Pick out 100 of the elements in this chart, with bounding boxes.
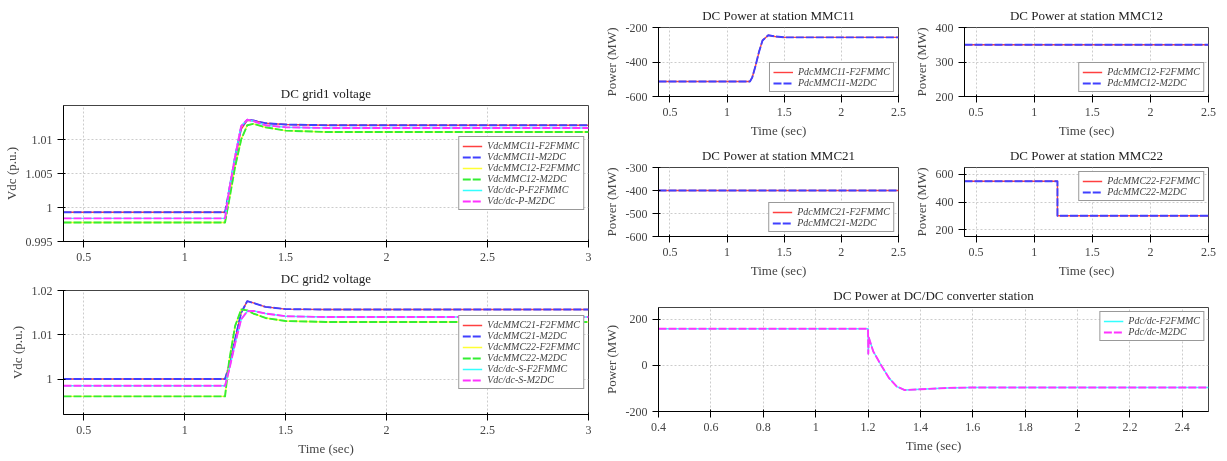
- x-tick-label: 2.5: [891, 244, 906, 259]
- legend-label: Vdc/dc-P-F2FMMC: [487, 184, 569, 195]
- x-axis-title: Time (sec): [750, 262, 807, 278]
- y-axis-title: Power (MW): [603, 325, 619, 394]
- legend-label: VdcMMC21-M2DC: [487, 330, 567, 341]
- y-tick-label: 1.005: [25, 166, 53, 181]
- x-tick-label: 1.5: [776, 244, 792, 259]
- series-label: PdcMMC22-M2DC: [1107, 186, 1187, 197]
- y-tick-label: 600: [935, 167, 954, 182]
- legend-label: Pdc/dc-M2DC: [1128, 326, 1187, 337]
- x-tick-label: 1: [812, 419, 819, 434]
- y-tick-label: 0.995: [25, 234, 53, 249]
- x-tick-label: 2: [1147, 244, 1154, 259]
- x-tick-label: 2: [383, 422, 390, 437]
- x-tick-label: 3: [585, 422, 592, 437]
- chart-title: DC Power at station MMC12: [1009, 7, 1164, 23]
- text: PdcMMC22-F2FMMC: [1107, 175, 1200, 186]
- legend-label: Vdc/dc-S-M2DC: [487, 374, 554, 385]
- x-tick-label: 1.2: [860, 419, 876, 434]
- x-tick-label: 1.5: [1084, 104, 1100, 119]
- x-tick-label: 0.5: [76, 249, 92, 264]
- y-tick-label: 300: [935, 55, 954, 69]
- y-tick-label: -500: [625, 206, 648, 221]
- legend-label: VdcMMC22-M2DC: [487, 352, 567, 363]
- y-tick-label: -300: [625, 160, 648, 175]
- y-tick-label: -200: [625, 20, 648, 35]
- legend-label: VdcMMC22-F2FMMC: [487, 341, 580, 352]
- x-tick-label: 3: [585, 249, 592, 264]
- x-tick-label: 0.8: [755, 419, 771, 434]
- x-tick-label: 2.5: [480, 422, 496, 437]
- x-axis-title: Time (sec): [298, 440, 354, 456]
- x-tick-label: 0.5: [76, 422, 92, 437]
- x-tick-label: 0.5: [968, 244, 984, 259]
- y-tick-label: 200: [629, 312, 648, 327]
- x-tick-label: 2.4: [1174, 419, 1190, 434]
- y-axis-title: Vdc (p.u.): [3, 146, 19, 201]
- x-axis-title: Time (sec): [1058, 262, 1115, 278]
- x-tick-label: 1.8: [1017, 419, 1033, 434]
- x-axis-title: Time (sec): [905, 437, 962, 453]
- y-tick-label: 1.01: [31, 132, 53, 147]
- chart-title: DC grid2 voltage: [280, 270, 372, 286]
- legend-label: VdcMMC12-F2FMMC: [487, 162, 580, 173]
- x-tick-label: 2.5: [891, 104, 906, 119]
- x-tick-label: 1.4: [912, 419, 928, 434]
- x-tick-label: 2.5: [1201, 104, 1216, 119]
- x-axis-title: Time (sec): [750, 122, 807, 138]
- y-tick-label: 1: [46, 372, 53, 387]
- legend-label: PdcMMC11-M2DC: [797, 77, 877, 88]
- legend-label: PdcMMC12-F2FMMC: [1107, 66, 1200, 77]
- x-tick-label: 1.5: [278, 422, 294, 437]
- x-tick-label: 2.2: [1122, 419, 1138, 434]
- y-tick-label: 0: [641, 358, 648, 373]
- legend-label: PdcMMC11-F2FMMC: [797, 66, 890, 77]
- chart-title: DC Power at station MMC21: [701, 147, 856, 163]
- chart-title: DC grid1 voltage: [280, 85, 372, 101]
- y-axis-title: Power (MW): [913, 167, 929, 237]
- x-tick-label: 0.4: [651, 419, 666, 434]
- y-axis-title: Vdc (p.u.): [9, 325, 25, 380]
- x-tick-label: 1: [181, 249, 188, 264]
- y-axis-title: Power (MW): [603, 27, 619, 97]
- x-tick-label: 2: [383, 249, 390, 264]
- x-tick-label: 1: [724, 244, 731, 259]
- y-tick-label: 400: [935, 195, 954, 209]
- legend-label: PdcMMC12-M2DC: [1107, 77, 1187, 88]
- chart-title: DC Power at station MMC22: [1009, 147, 1164, 163]
- y-tick-label: -200: [625, 404, 648, 419]
- x-axis-title: Time (sec): [1058, 122, 1115, 138]
- legend-label: PdcMMC21-F2FMMC: [797, 206, 890, 217]
- x-tick-label: 1.5: [278, 249, 294, 264]
- x-tick-label: 2: [838, 104, 845, 119]
- x-tick-label: 2.5: [1201, 244, 1216, 259]
- x-tick-label: 0.5: [662, 104, 678, 119]
- x-tick-label: 1.5: [776, 104, 792, 119]
- chart-title: DC Power at DC/DC converter station: [833, 287, 1035, 303]
- y-tick-label: 400: [935, 20, 954, 35]
- legend-label: VdcMMC21-F2FMMC: [487, 319, 580, 330]
- legend-label: VdcMMC11-F2FMMC: [487, 140, 580, 151]
- chart-title: DC Power at station MMC11: [702, 7, 855, 23]
- legend-label: Vdc/dc-P-M2DC: [487, 195, 555, 206]
- y-axis-title: Power (MW): [603, 167, 619, 237]
- x-tick-label: 1: [1031, 104, 1038, 119]
- legend-label: PdcMMC21-M2DC: [797, 217, 877, 228]
- legend-label: Pdc/dc-F2FMMC: [1128, 315, 1200, 326]
- x-tick-label: 2.5: [480, 249, 496, 264]
- y-tick-label: 1.01: [31, 327, 53, 342]
- y-tick-label: 200: [935, 222, 954, 237]
- y-tick-label: -600: [625, 89, 648, 104]
- legend-label: VdcMMC11-M2DC: [487, 151, 566, 162]
- legend-label: VdcMMC12-M2DC: [487, 173, 567, 184]
- y-tick-label: 1: [46, 200, 53, 215]
- y-tick-label: -400: [625, 183, 648, 198]
- x-tick-label: 1: [724, 104, 731, 119]
- y-tick-label: 1.02: [31, 283, 53, 298]
- x-tick-label: 2: [1147, 104, 1154, 119]
- y-tick-label: -600: [625, 229, 648, 244]
- x-tick-label: 1: [1031, 244, 1038, 259]
- y-axis-title: Power (MW): [913, 27, 929, 97]
- x-tick-label: 2: [838, 244, 845, 259]
- x-tick-label: 1: [181, 422, 188, 437]
- x-tick-label: 0.5: [968, 104, 984, 119]
